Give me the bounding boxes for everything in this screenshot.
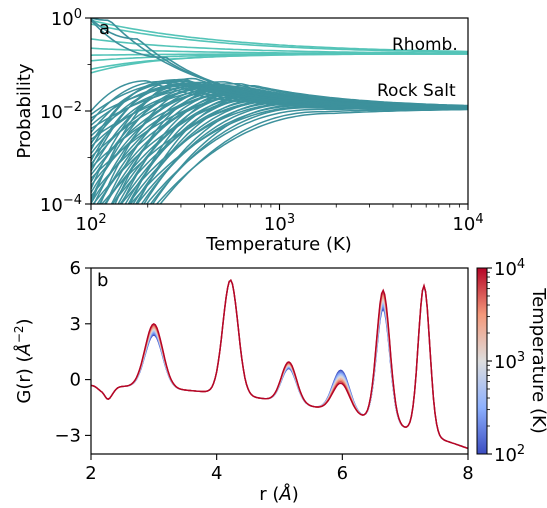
- gr-curve: [91, 279, 468, 450]
- colorbar: [476, 267, 488, 455]
- panel-a-xlabel: Temperature (K): [205, 234, 352, 255]
- gr-curve: [91, 279, 468, 450]
- y-tick-label: −3: [54, 425, 81, 446]
- colorbar-tick-label: 103: [494, 350, 525, 374]
- panel-b-xlabel: r (Å): [259, 483, 299, 505]
- gr-curve: [91, 279, 468, 450]
- panel-a: a Rhomb. Rock Salt 102 103 10410010−210−4 …: [14, 7, 484, 256]
- x-tick-label: 4: [211, 463, 222, 484]
- gr-curve: [91, 279, 468, 450]
- panel-a-label: a: [99, 18, 110, 39]
- x-tick-label: 102: [75, 212, 106, 236]
- panel-b: b 2 4 6 8 6 3 0 −3 r (Å) G(r) (Å−2) 104 103 102 T…: [12, 257, 547, 506]
- panel-b-ylabel: G(r) (Å−2): [12, 318, 35, 403]
- rocksalt-curve: [91, 77, 468, 204]
- y-tick-label: 0: [70, 370, 81, 391]
- panel-a-ticks: 102 103 104 100 10−2 10−4: [40, 7, 484, 236]
- gr-curve: [91, 279, 468, 450]
- x-tick-label: 104: [452, 212, 483, 236]
- x-tick-label: 8: [462, 463, 473, 484]
- gr-curve: [91, 279, 468, 450]
- annotation-rhomb: Rhomb.: [392, 35, 458, 55]
- rhomb-curve: [91, 23, 468, 53]
- x-tick-label: 2: [85, 463, 96, 484]
- gr-curve: [91, 279, 468, 450]
- gr-curve: [91, 279, 468, 450]
- annotation-rock-salt: Rock Salt: [377, 81, 456, 101]
- rocksalt-curve: [159, 108, 468, 204]
- y-tick-label: 10−2: [40, 100, 82, 124]
- gr-curve: [91, 279, 468, 450]
- colorbar-tick-label: 104: [494, 257, 525, 281]
- rocksalt-curve: [91, 91, 468, 179]
- panel-b-curves: [91, 279, 468, 450]
- gr-curve: [91, 279, 468, 450]
- gr-curve: [91, 279, 468, 450]
- panel-b-label: b: [97, 270, 108, 291]
- panel-a-curves: [91, 18, 468, 204]
- x-tick-label: 6: [337, 463, 348, 484]
- colorbar-ticks: 104 103 102: [487, 257, 525, 467]
- panel-b-ticks: 2 4 6 8 6 3 0 −3: [54, 258, 473, 484]
- y-tick-label: 10−4: [40, 193, 82, 217]
- panel-a-ylabel: Probability: [14, 63, 35, 158]
- colorbar-tick-label: 102: [494, 443, 525, 467]
- panel-b-frame: [90, 267, 469, 455]
- y-tick-label: 6: [70, 258, 81, 279]
- y-tick-label: 3: [70, 314, 81, 335]
- x-tick-label: 103: [264, 212, 295, 236]
- rhomb-curve: [91, 53, 468, 74]
- rocksalt-curve: [155, 108, 468, 204]
- colorbar-label: Temperature (K): [528, 287, 547, 434]
- y-tick-label: 100: [51, 7, 82, 31]
